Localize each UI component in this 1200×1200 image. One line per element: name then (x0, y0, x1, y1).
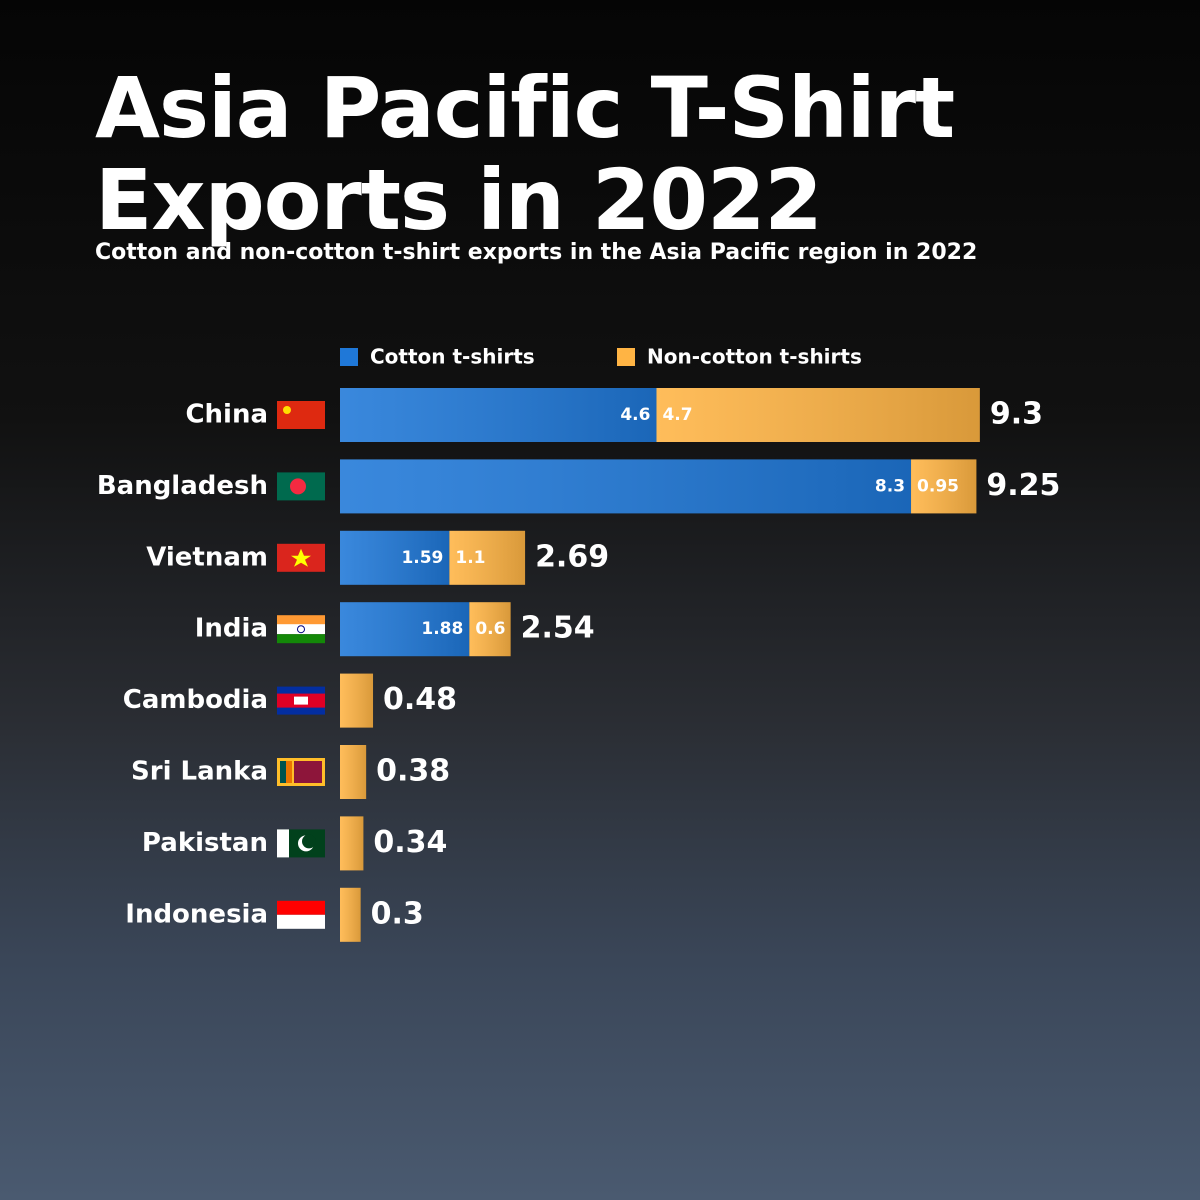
segment-label: 1.1 (455, 548, 485, 568)
segment-label: 4.7 (662, 405, 692, 425)
total-label: 9.25 (986, 468, 1060, 503)
flag (277, 829, 289, 858)
bar-shade (449, 530, 526, 585)
bar-shade (340, 602, 470, 657)
flag (277, 686, 325, 715)
total-label: 9.3 (990, 397, 1043, 432)
bar-shade (340, 816, 364, 871)
total-label: 0.3 (371, 896, 424, 931)
bar-shade (340, 530, 450, 585)
category-label: Pakistan (142, 828, 268, 858)
legend-swatch (617, 348, 635, 366)
category-label: Bangladesh (97, 471, 268, 501)
flag (277, 914, 325, 929)
bar-shade (911, 459, 977, 514)
flag (290, 478, 306, 495)
legend-label: Cotton t-shirts (370, 345, 535, 369)
bar-shade (340, 388, 657, 442)
segment-label: 0.95 (917, 476, 959, 496)
flag (277, 900, 325, 915)
bar-shade (340, 887, 361, 942)
category-label: China (185, 400, 268, 430)
flag (277, 615, 325, 626)
total-label: 0.48 (383, 682, 457, 717)
bar-shade (340, 673, 374, 728)
bar-shade (340, 745, 367, 799)
flag (294, 696, 308, 705)
flag (277, 624, 325, 635)
flag (277, 829, 325, 858)
total-label: 2.54 (521, 611, 595, 646)
category-label: Vietnam (146, 542, 268, 572)
category-label: Cambodia (123, 685, 268, 715)
category-label: Indonesia (125, 899, 268, 929)
flag (277, 472, 325, 501)
flag (294, 761, 322, 783)
bar-shade (340, 459, 912, 514)
flag (291, 548, 311, 567)
flag (302, 834, 316, 849)
flag (297, 625, 305, 634)
category-label: Sri Lanka (131, 757, 268, 787)
category-label: India (195, 614, 268, 644)
segment-label: 4.6 (620, 405, 650, 425)
chart-subtitle: Cotton and non-cotton t-shirt exports in… (95, 240, 978, 265)
flag (277, 758, 325, 786)
legend-label: Non-cotton t-shirts (647, 345, 862, 369)
legend-swatch (340, 348, 358, 366)
total-label: 0.34 (373, 825, 447, 860)
bar-shade (469, 602, 511, 657)
flag (286, 761, 292, 783)
segment-label: 1.59 (401, 548, 443, 568)
flag (277, 401, 325, 429)
chart-title: Asia Pacific T-Shirt Exports in 2022 (95, 59, 955, 249)
bar-shade (656, 388, 980, 442)
flag (283, 406, 291, 414)
flag (277, 615, 325, 644)
flag (277, 634, 325, 644)
total-label: 0.38 (376, 754, 450, 789)
flag (280, 761, 286, 783)
segment-label: 8.3 (875, 476, 905, 496)
flag (277, 900, 325, 929)
flag (277, 543, 325, 572)
segment-label: 1.88 (421, 619, 463, 639)
segment-label: 0.6 (475, 619, 505, 639)
flag (277, 401, 325, 429)
total-label: 2.69 (535, 539, 609, 574)
